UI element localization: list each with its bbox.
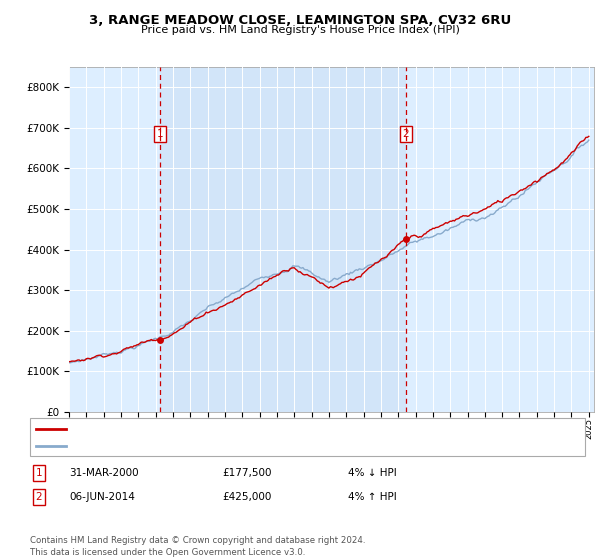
Text: £177,500: £177,500 bbox=[222, 468, 271, 478]
Bar bbox=[160, 67, 406, 412]
Text: 4% ↓ HPI: 4% ↓ HPI bbox=[348, 468, 397, 478]
Text: Contains HM Land Registry data © Crown copyright and database right 2024.
This d: Contains HM Land Registry data © Crown c… bbox=[30, 536, 365, 557]
Text: 3, RANGE MEADOW CLOSE, LEAMINGTON SPA, CV32 6RU (detached house): 3, RANGE MEADOW CLOSE, LEAMINGTON SPA, C… bbox=[69, 424, 437, 434]
Text: 3, RANGE MEADOW CLOSE, LEAMINGTON SPA, CV32 6RU: 3, RANGE MEADOW CLOSE, LEAMINGTON SPA, C… bbox=[89, 14, 511, 27]
Text: £425,000: £425,000 bbox=[222, 492, 271, 502]
Text: 4% ↑ HPI: 4% ↑ HPI bbox=[348, 492, 397, 502]
Text: 1: 1 bbox=[157, 129, 163, 139]
Text: 1: 1 bbox=[35, 468, 43, 478]
Text: 31-MAR-2000: 31-MAR-2000 bbox=[69, 468, 139, 478]
Text: 2: 2 bbox=[35, 492, 43, 502]
Text: HPI: Average price, detached house, Warwick: HPI: Average price, detached house, Warw… bbox=[69, 441, 290, 451]
Text: Price paid vs. HM Land Registry's House Price Index (HPI): Price paid vs. HM Land Registry's House … bbox=[140, 25, 460, 35]
Text: 2: 2 bbox=[403, 129, 409, 139]
Text: 06-JUN-2014: 06-JUN-2014 bbox=[69, 492, 135, 502]
